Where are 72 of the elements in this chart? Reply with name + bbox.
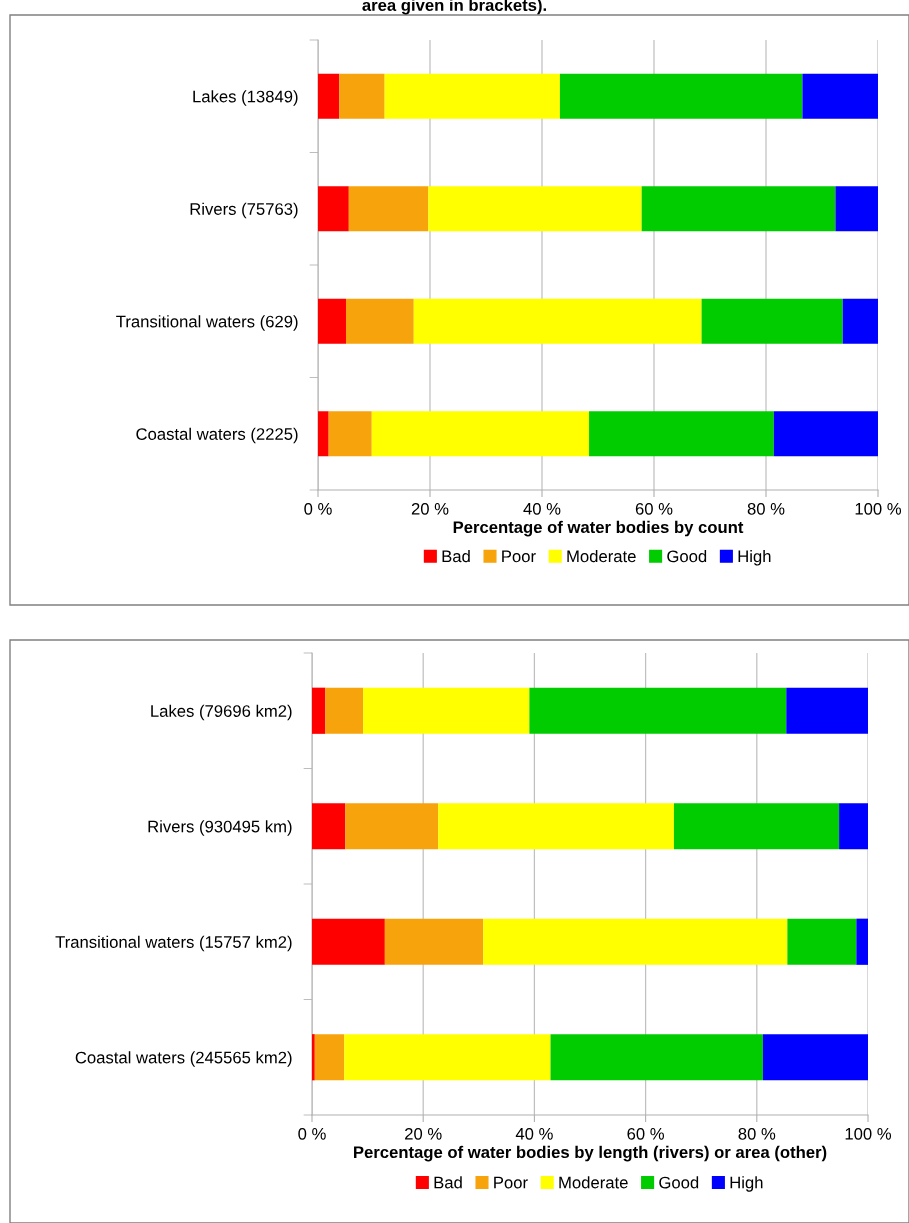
x-tick-label: 40 % (523, 502, 561, 515)
bar (312, 918, 385, 965)
bar (384, 73, 560, 119)
bar (344, 1034, 551, 1081)
legend-label: Good (667, 550, 707, 563)
bar (559, 73, 803, 119)
bar (438, 803, 674, 850)
x-tick-label: 80 % (747, 502, 785, 515)
bar (787, 918, 857, 965)
x-tick-label: 60 % (635, 502, 673, 515)
bar (529, 687, 787, 734)
bar (413, 298, 702, 344)
bar (346, 298, 414, 344)
bar (318, 73, 340, 119)
bar (318, 298, 346, 344)
legend-label: Poor (494, 1176, 528, 1189)
legend-label: High (738, 550, 771, 566)
bar (363, 687, 530, 734)
bar (325, 687, 364, 734)
bar (641, 186, 836, 232)
bar (428, 186, 642, 232)
bar (312, 687, 326, 734)
bar (762, 1034, 868, 1081)
x-tick-label: 60 % (627, 1127, 664, 1140)
bar (339, 73, 385, 119)
y-tick-label: Coastal waters (245565 km2) (75, 1051, 292, 1067)
bar (345, 803, 439, 850)
x-tick-label: 100 % (855, 502, 902, 515)
y-tick-label: Lakes (13849) (193, 90, 298, 106)
x-tick-label: 20 % (411, 502, 449, 515)
x-tick-label: 0 % (298, 1127, 326, 1140)
y-tick-label: Lakes (79696 km2) (151, 704, 292, 721)
x-axis-title: Percentage of water bodies by length (rivers) or area (other) (354, 1145, 827, 1162)
x-tick-label: 100 % (845, 1127, 892, 1140)
x-axis-title: Percentage of water bodies by count (453, 520, 744, 537)
bar (835, 186, 878, 232)
bar (371, 411, 590, 457)
bar (314, 1034, 345, 1081)
y-tick-label: Transitional waters (629) (116, 315, 298, 331)
legend-label: Bad (442, 550, 470, 563)
bar (550, 1034, 763, 1081)
y-tick-label: Rivers (930495 km) (148, 820, 292, 836)
legend-label: High (730, 1176, 763, 1192)
bar (786, 687, 868, 734)
bar (312, 1034, 315, 1081)
legend-label: Poor (502, 550, 536, 563)
x-tick-label: 80 % (738, 1127, 776, 1140)
bar (328, 411, 372, 457)
bar (839, 803, 868, 850)
legend-label: Moderate (567, 550, 636, 563)
bar (701, 298, 843, 344)
x-tick-label: 40 % (515, 1127, 553, 1140)
y-tick-label: Coastal waters (2225) (136, 427, 298, 444)
bar (483, 918, 788, 965)
legend-label: Good (659, 1176, 699, 1189)
legend-label: Moderate (559, 1176, 628, 1189)
bar (802, 73, 878, 119)
bar (856, 918, 868, 965)
bar (384, 918, 484, 965)
bar (312, 803, 346, 850)
legend-label: Bad (434, 1176, 462, 1189)
x-tick-label: 20 % (405, 1127, 442, 1140)
bar (673, 803, 840, 850)
bar (318, 186, 349, 232)
x-tick-label: 0 % (304, 502, 332, 515)
bar (348, 186, 429, 232)
bar (318, 411, 329, 457)
bar (773, 411, 878, 457)
bar (589, 411, 774, 457)
y-tick-label: Transitional waters (15757 km2) (55, 935, 292, 952)
y-tick-label: Rivers (75763) (190, 202, 298, 219)
bar (842, 298, 878, 344)
